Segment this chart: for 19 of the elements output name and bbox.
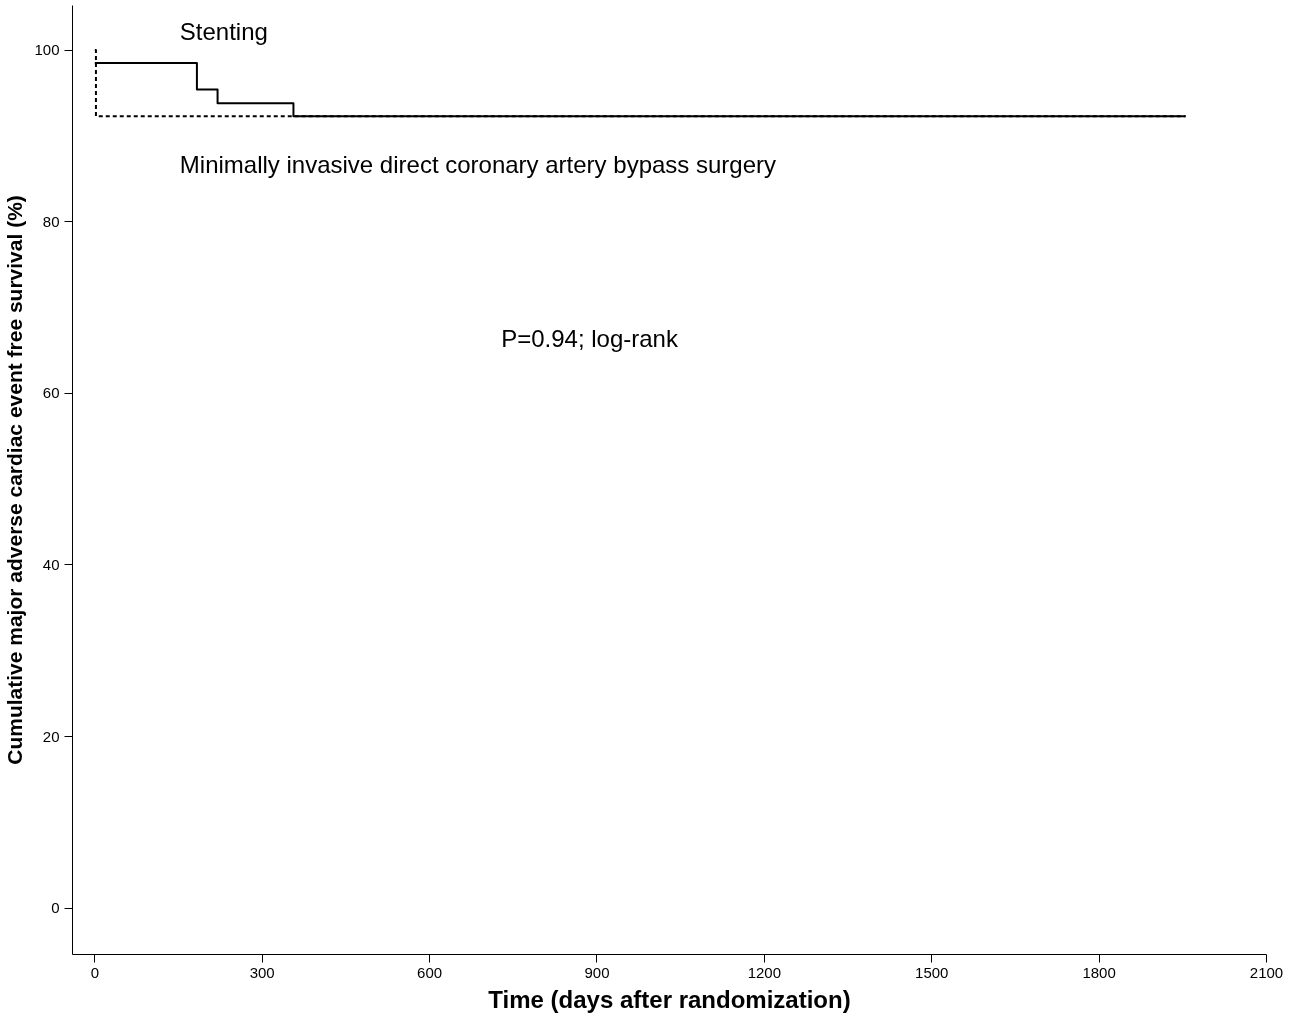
y-tick-label: 40 bbox=[42, 555, 60, 573]
series-label: Minimally invasive direct coronary artery bypass surgery bbox=[179, 151, 777, 179]
x-tick-label: 1800 bbox=[1082, 963, 1116, 981]
x-tick-label: 0 bbox=[90, 963, 99, 981]
y-axis-title: Cumulative major adverse cardiac event free survival (%) bbox=[3, 195, 27, 765]
y-tick-label: 80 bbox=[42, 212, 60, 230]
x-tick-label: 900 bbox=[584, 963, 610, 981]
x-axis-title: Time (days after randomization) bbox=[488, 985, 851, 1013]
x-tick-label: 2100 bbox=[1249, 963, 1284, 981]
y-tick-label: 0 bbox=[51, 899, 60, 917]
y-tick-label: 60 bbox=[42, 384, 60, 402]
x-tick-label: 600 bbox=[417, 963, 443, 981]
y-tick-label: 100 bbox=[34, 41, 60, 59]
x-tick-label: 300 bbox=[249, 963, 275, 981]
annotation: P=0.94; log-rank bbox=[501, 324, 679, 352]
x-tick-label: 1200 bbox=[747, 963, 782, 981]
y-tick-label: 20 bbox=[42, 727, 60, 745]
x-tick-label: 1500 bbox=[915, 963, 949, 981]
series-label: Stenting bbox=[179, 17, 268, 45]
